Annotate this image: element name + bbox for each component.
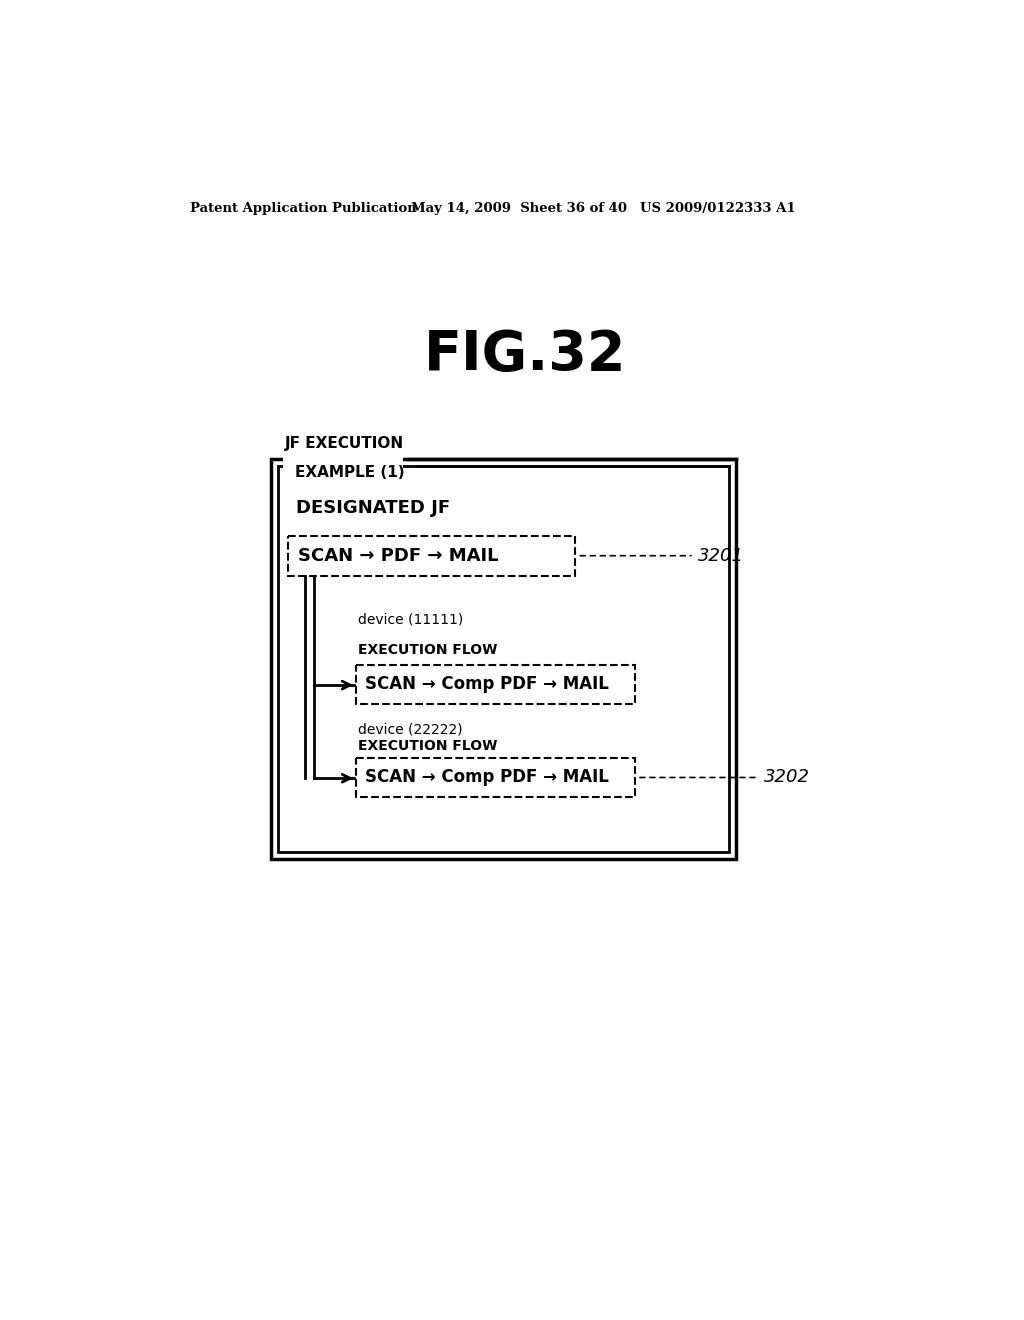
Text: JF EXECUTION: JF EXECUTION — [286, 436, 404, 451]
Bar — [271, 459, 736, 859]
Bar — [283, 442, 403, 475]
Text: DESIGNATED JF: DESIGNATED JF — [296, 499, 451, 516]
Bar — [356, 665, 635, 704]
Bar — [289, 536, 575, 576]
Text: May 14, 2009  Sheet 36 of 40: May 14, 2009 Sheet 36 of 40 — [411, 202, 627, 215]
Text: 3201: 3201 — [697, 546, 743, 565]
Text: Patent Application Publication: Patent Application Publication — [190, 202, 417, 215]
Text: EXAMPLE (1): EXAMPLE (1) — [295, 465, 404, 480]
Text: 3202: 3202 — [764, 768, 810, 787]
Bar — [279, 466, 729, 853]
Text: FIG.32: FIG.32 — [424, 327, 626, 381]
Text: EXECUTION FLOW: EXECUTION FLOW — [358, 644, 498, 657]
Text: US 2009/0122333 A1: US 2009/0122333 A1 — [640, 202, 795, 215]
Bar — [356, 758, 635, 797]
Text: SCAN → Comp PDF → MAIL: SCAN → Comp PDF → MAIL — [366, 768, 609, 787]
Text: device (22222): device (22222) — [358, 722, 463, 737]
Text: EXECUTION FLOW: EXECUTION FLOW — [358, 739, 498, 752]
Text: device (11111): device (11111) — [358, 612, 464, 627]
Text: SCAN → PDF → MAIL: SCAN → PDF → MAIL — [298, 546, 499, 565]
Text: SCAN → Comp PDF → MAIL: SCAN → Comp PDF → MAIL — [366, 676, 609, 693]
